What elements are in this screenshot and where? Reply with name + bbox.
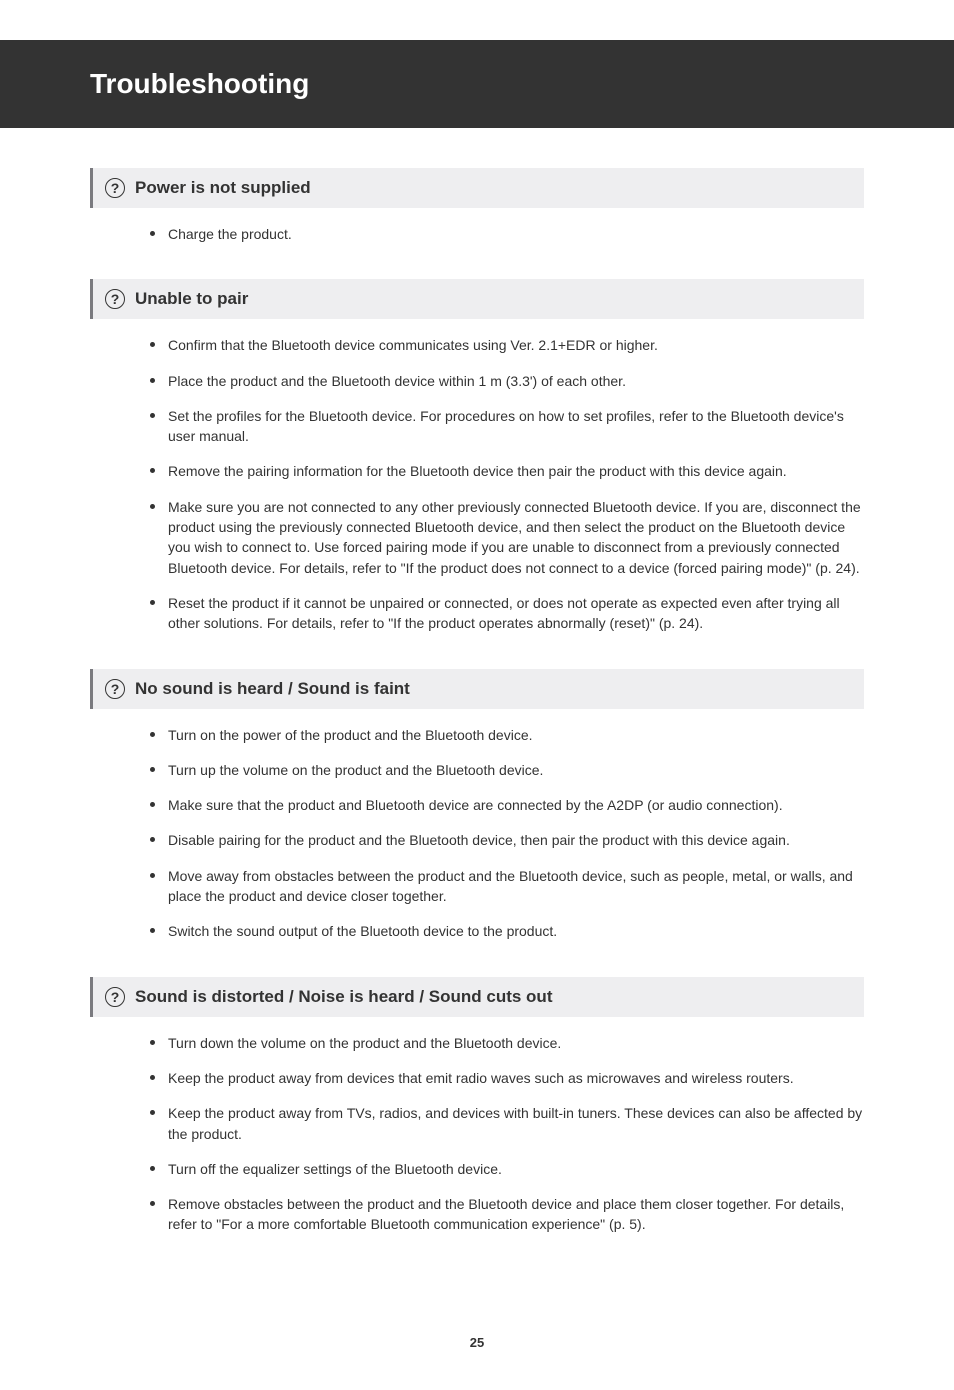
page-number: 25 (0, 1335, 954, 1350)
section-title: Sound is distorted / Noise is heard / So… (135, 987, 552, 1007)
section-title: Power is not supplied (135, 178, 311, 198)
list-item: Reset the product if it cannot be unpair… (150, 593, 864, 634)
page-title: Troubleshooting (90, 68, 954, 100)
list-item: Set the profiles for the Bluetooth devic… (150, 406, 864, 447)
content-area: ? Power is not supplied Charge the produ… (0, 128, 954, 1270)
section-list-power: Charge the product. (90, 224, 864, 279)
question-icon: ? (105, 679, 125, 699)
list-item: Turn off the equalizer settings of the B… (150, 1159, 864, 1179)
list-item: Keep the product away from TVs, radios, … (150, 1103, 864, 1144)
section-list-nosound: Turn on the power of the product and the… (90, 725, 864, 977)
list-item: Turn on the power of the product and the… (150, 725, 864, 745)
section-list-pair: Confirm that the Bluetooth device commun… (90, 335, 864, 668)
list-item: Charge the product. (150, 224, 864, 244)
section-title: Unable to pair (135, 289, 248, 309)
section-list-distorted: Turn down the volume on the product and … (90, 1033, 864, 1270)
list-item: Switch the sound output of the Bluetooth… (150, 921, 864, 941)
section-header-power: ? Power is not supplied (90, 168, 864, 208)
section-header-distorted: ? Sound is distorted / Noise is heard / … (90, 977, 864, 1017)
list-item: Disable pairing for the product and the … (150, 830, 864, 850)
list-item: Make sure that the product and Bluetooth… (150, 795, 864, 815)
section-header-nosound: ? No sound is heard / Sound is faint (90, 669, 864, 709)
question-icon: ? (105, 987, 125, 1007)
list-item: Keep the product away from devices that … (150, 1068, 864, 1088)
question-icon: ? (105, 178, 125, 198)
section-header-pair: ? Unable to pair (90, 279, 864, 319)
section-title: No sound is heard / Sound is faint (135, 679, 410, 699)
list-item: Confirm that the Bluetooth device commun… (150, 335, 864, 355)
list-item: Place the product and the Bluetooth devi… (150, 371, 864, 391)
question-icon: ? (105, 289, 125, 309)
list-item: Turn up the volume on the product and th… (150, 760, 864, 780)
list-item: Move away from obstacles between the pro… (150, 866, 864, 907)
page-title-bar: Troubleshooting (0, 40, 954, 128)
list-item: Remove obstacles between the product and… (150, 1194, 864, 1235)
list-item: Remove the pairing information for the B… (150, 461, 864, 481)
list-item: Turn down the volume on the product and … (150, 1033, 864, 1053)
list-item: Make sure you are not connected to any o… (150, 497, 864, 578)
